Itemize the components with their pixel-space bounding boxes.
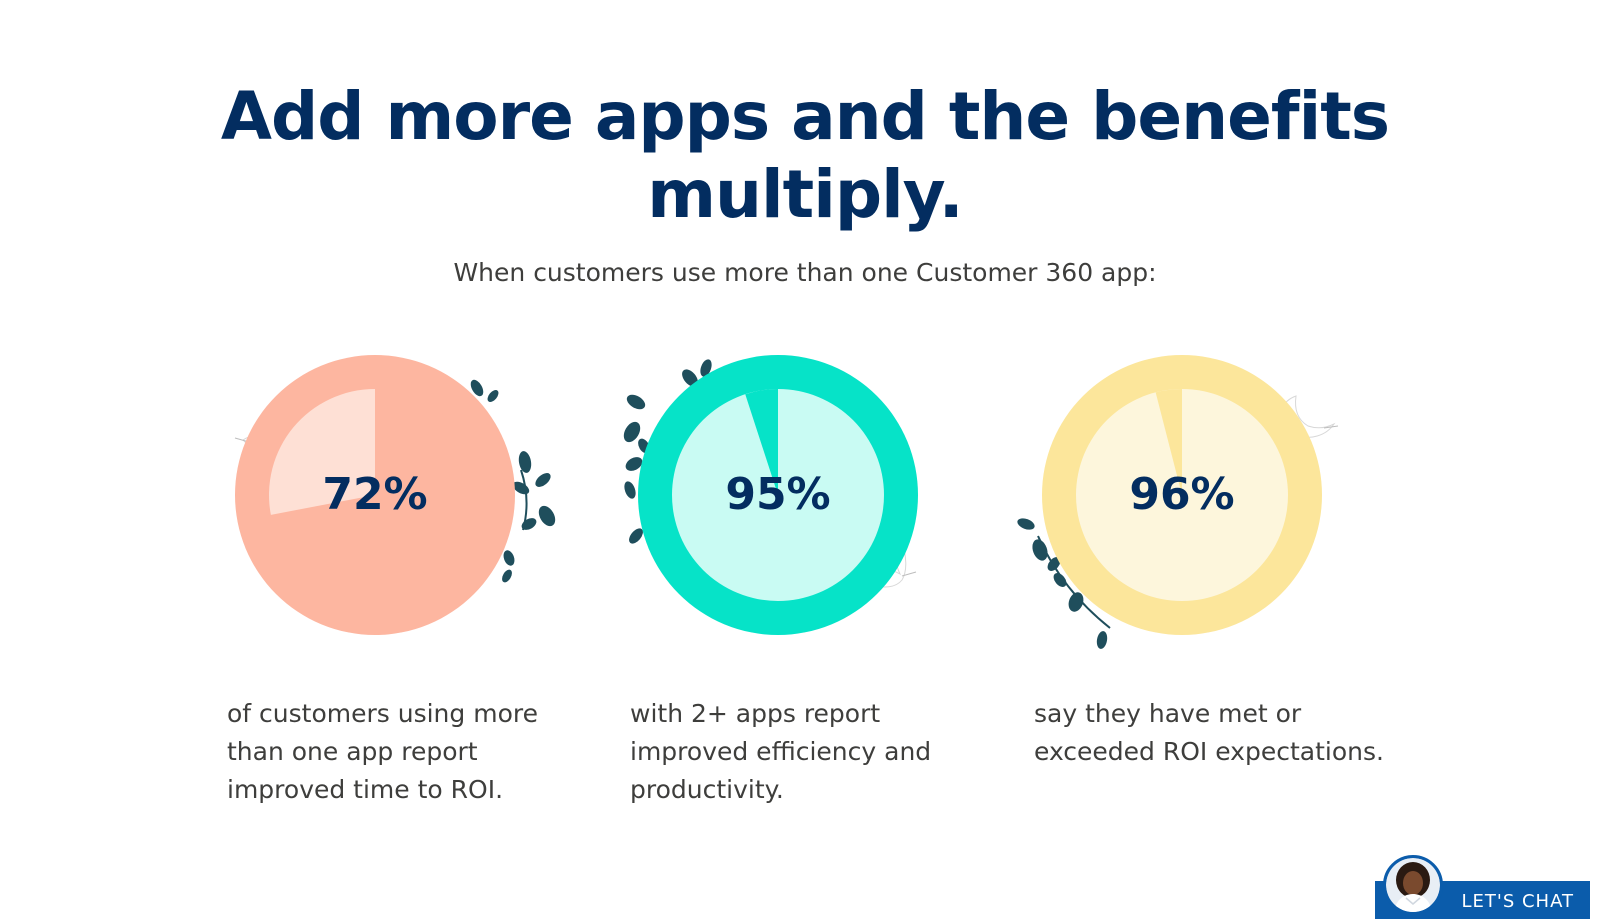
stat-description-line: with 2+ apps report	[630, 699, 881, 728]
pie-chart-72	[234, 355, 556, 635]
agent-avatar-icon[interactable]	[1383, 855, 1443, 915]
stat-value: 72%	[322, 469, 428, 520]
pie-slice-value	[269, 389, 375, 515]
stat-description-line: exceeded ROI expectations.	[1034, 737, 1384, 766]
stat-card-time-to-roi: 72% of customers using more than one app…	[225, 340, 665, 804]
stat-description-line: than one app report	[227, 737, 478, 766]
page-headline: Add more apps and the benefits multiply.	[0, 78, 1610, 234]
stat-description-line: improved time to ROI.	[227, 775, 504, 804]
chat-widget[interactable]: LET'S CHAT	[1375, 855, 1590, 919]
stat-description-line: improved efficiency and	[630, 737, 932, 766]
pie-chart-96	[1017, 355, 1339, 649]
stat-value: 95%	[725, 469, 831, 520]
stat-description-line: productivity.	[630, 775, 784, 804]
stat-description: with 2+ apps report improved efficiency …	[630, 695, 980, 809]
headline-line-1: Add more apps and the benefits	[220, 78, 1390, 155]
stat-description: say they have met or exceeded ROI expect…	[1034, 695, 1414, 771]
stat-card-efficiency: 95% with 2+ apps report improved efficie…	[623, 340, 1068, 804]
leaves-and-bird-icon	[1017, 395, 1339, 649]
stat-value: 96%	[1129, 469, 1235, 520]
agent-avatar-icon	[1386, 858, 1440, 912]
stat-description-line: say they have met or	[1034, 699, 1302, 728]
pie-chart-95	[623, 355, 918, 635]
headline-line-2: multiply.	[647, 156, 963, 233]
stat-description: of customers using more than one app rep…	[227, 695, 577, 809]
page-subheading: When customers use more than one Custome…	[453, 258, 1157, 287]
pie-slice-value	[745, 389, 778, 495]
pie-slice-value	[1155, 389, 1182, 495]
stat-description-line: of customers using more	[227, 699, 538, 728]
stat-card-roi-expectations: 96% say they have met or exceeded ROI ex…	[1017, 340, 1472, 800]
